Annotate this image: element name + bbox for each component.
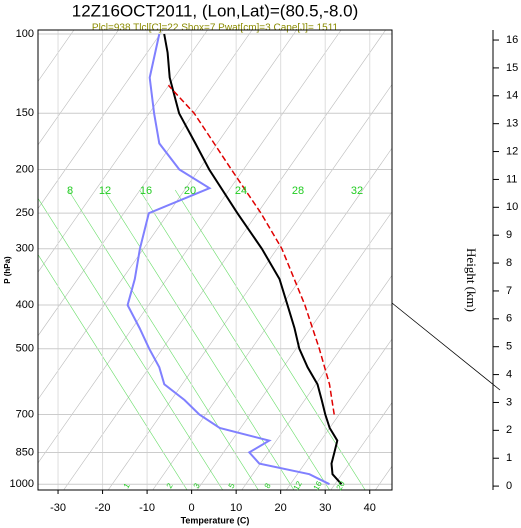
isotherm — [152, 147, 392, 490]
y2-tick-label: 5 — [506, 341, 512, 353]
y2-tick-label: 3 — [506, 396, 512, 408]
adiabat — [38, 197, 223, 490]
y2-tick-label: 0 — [506, 480, 512, 492]
mixing-ratio-label: 28 — [292, 185, 304, 197]
x-tick-label: 30 — [319, 502, 331, 514]
adiabat — [68, 189, 259, 490]
connector — [391, 302, 501, 391]
y-tick-label: 300 — [16, 243, 34, 255]
mixing-ratio-label: 8 — [67, 185, 73, 197]
y-axis-label: P (hPa) — [3, 256, 12, 284]
y-tick-label: 850 — [16, 446, 34, 458]
mixing-ratio-label: 8 — [263, 481, 273, 490]
isotherm — [330, 402, 392, 490]
adiabat — [103, 189, 295, 490]
isotherm — [38, 30, 164, 210]
x-tick-label: -20 — [95, 502, 111, 514]
y2-tick-label: 12 — [506, 145, 518, 157]
x-tick-label: 40 — [364, 502, 376, 514]
y-tick-label: 150 — [16, 107, 34, 119]
mixing-ratio-label: 16 — [140, 185, 152, 197]
adiabat — [139, 189, 330, 490]
mixing-ratio-label: 3 — [192, 481, 202, 490]
y2-tick-label: 14 — [506, 90, 518, 102]
y2-tick-label: 6 — [506, 313, 512, 325]
mixing-ratio-label: 24 — [235, 185, 247, 197]
mixing-ratio-label: 1 — [122, 481, 132, 490]
mixing-ratio-label: 2 — [165, 481, 175, 490]
chart-subtitle: Plcl=938 Tlcl[C]=22 Shox=7 Pwat[cm]=3 Ca… — [92, 23, 339, 34]
y-tick-label: 200 — [16, 163, 34, 175]
isotherm — [38, 30, 208, 273]
y-tick-label: 700 — [16, 408, 34, 420]
y2-tick-label: 16 — [506, 34, 518, 46]
y-tick-label: 250 — [16, 207, 34, 219]
isotherm — [286, 338, 392, 490]
x-tick-label: 20 — [275, 502, 287, 514]
x-tick-label: 0 — [189, 502, 195, 514]
y-tick-label: 1000 — [10, 478, 34, 490]
mixing-ratio-label: 12 — [99, 185, 111, 197]
x-axis-label: Temperature (C) — [181, 515, 250, 525]
y2-tick-label: 7 — [506, 285, 512, 297]
y-tick-label: 100 — [16, 28, 34, 40]
adiabat — [38, 254, 188, 490]
isotherm — [375, 465, 392, 490]
y-tick-label: 400 — [16, 299, 34, 311]
plot-area — [38, 30, 392, 490]
isotherm — [38, 30, 297, 400]
y2-tick-label: 15 — [506, 62, 518, 74]
profile-line — [126, 33, 330, 486]
y-tick-label: 500 — [16, 343, 34, 355]
y2-tick-label: 2 — [506, 424, 512, 436]
y2-tick-label: 10 — [506, 201, 518, 213]
isotherm — [38, 30, 119, 146]
y2-tick-label: 9 — [506, 229, 512, 241]
adiabat — [174, 189, 366, 490]
mixing-ratio-label: 20 — [184, 185, 196, 197]
y2-axis-label: Height (km) — [464, 248, 479, 312]
isotherm — [241, 274, 392, 490]
mixing-ratio-label: 32 — [351, 185, 363, 197]
y2-tick-label: 4 — [506, 368, 512, 380]
profile-line — [163, 33, 343, 485]
y2-tick-label: 1 — [506, 452, 512, 464]
mixing-ratio-label: 5 — [227, 481, 237, 490]
y2-tick-label: 11 — [506, 173, 517, 185]
profile-line — [167, 84, 335, 415]
x-tick-label: -10 — [139, 502, 155, 514]
isotherm — [38, 30, 342, 464]
x-tick-label: 10 — [230, 502, 242, 514]
plot-frame — [37, 29, 393, 491]
y2-tick-label: 13 — [506, 118, 518, 130]
chart-title: 12Z16OCT2011, (Lon,Lat)=(80.5,-8.0) — [72, 1, 359, 20]
isotherm — [63, 30, 386, 490]
x-tick-label: -30 — [50, 502, 66, 514]
isotherm — [38, 30, 253, 337]
y2-tick-label: 8 — [506, 257, 512, 269]
isotherm — [196, 211, 392, 490]
